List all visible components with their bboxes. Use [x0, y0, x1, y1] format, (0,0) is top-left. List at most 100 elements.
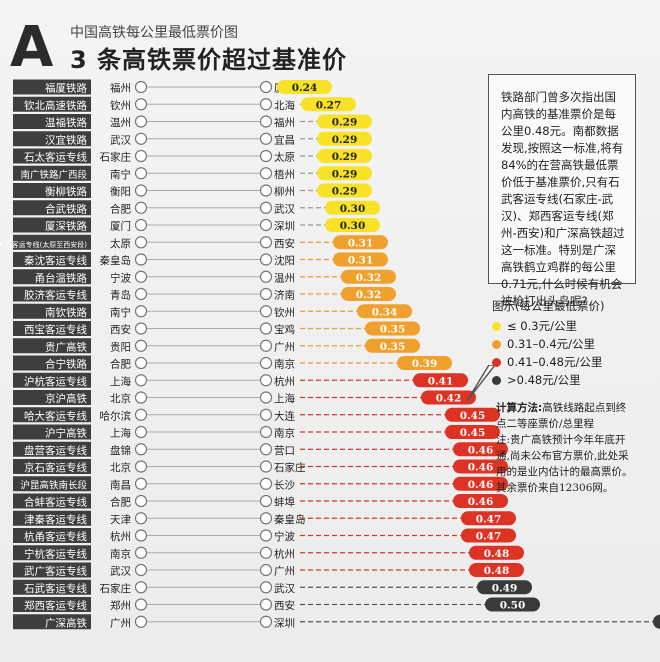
value-label: 0.48: [484, 548, 510, 560]
from-city-label: 贵阳: [110, 340, 131, 353]
value-label: 0.29: [332, 151, 358, 163]
to-city-label: 钦州: [274, 307, 295, 319]
to-city-label: 杭州: [274, 375, 295, 388]
value-label: 0.31: [348, 237, 374, 249]
to-city-label: 西安: [274, 599, 295, 612]
note-pointer: [467, 365, 496, 402]
line-name-box: [13, 183, 91, 198]
from-station-dot: [134, 184, 148, 197]
chart-title: 3 条高铁票价超过基准价: [70, 46, 348, 74]
value-bar: [453, 476, 508, 491]
value-bar: [469, 563, 524, 577]
line-name-label: 沪杭客运专线: [24, 375, 87, 388]
value-label: 0.39: [412, 358, 438, 370]
from-city-label: 天津: [110, 514, 131, 526]
to-city-label: 梧州: [274, 168, 295, 181]
to-city-label: 宜昌: [274, 133, 295, 146]
from-station-dot: [134, 477, 148, 490]
value-bar: [365, 321, 420, 336]
line-name-box: [13, 131, 91, 147]
line-name-box: [13, 459, 91, 474]
to-city-label: 太原: [274, 151, 295, 164]
to-station-dot: [259, 80, 273, 94]
line-name-label: 京沪高铁: [45, 392, 87, 405]
line-name-box: [13, 286, 91, 302]
to-city-label: 蚌埠: [274, 496, 295, 509]
line-name-label: 衡柳铁路: [45, 185, 87, 198]
from-city-label: 盘锦: [110, 444, 131, 457]
from-station-dot: [134, 391, 148, 404]
value-bar: [397, 356, 452, 370]
value-label: 0.42: [436, 393, 462, 405]
to-city-label: 营口: [274, 444, 295, 457]
value-label: 0.34: [372, 306, 398, 318]
from-city-label: 南昌: [110, 478, 131, 491]
to-city-label: 上海: [274, 392, 295, 405]
to-city-label: 武汉: [274, 202, 295, 215]
from-station-dot: [134, 236, 148, 249]
to-station-dot: [259, 408, 273, 421]
method-note: 计算方法:高铁线路起点到终点二等座票价/总里程 注:贵广高铁预计今年年底开通,尚…: [496, 400, 636, 496]
legend-dot-yellow: [492, 321, 501, 331]
to-city-label: 南京: [274, 358, 295, 371]
to-station-dot: [259, 546, 273, 559]
method-text: 高铁线路起点到终点二等座票价/总里程: [496, 402, 627, 430]
value-label: 0.49: [492, 582, 518, 594]
from-station-dot: [134, 132, 148, 145]
value-bar: [357, 304, 412, 319]
to-station-dot: [259, 167, 273, 180]
to-city-label: 北海: [274, 99, 295, 112]
to-station-dot: [259, 443, 273, 456]
from-city-label: 温州: [110, 117, 131, 129]
from-station-dot: [134, 98, 148, 111]
from-station-dot: [134, 339, 148, 352]
value-bar: [653, 614, 660, 629]
from-city-label: 合肥: [110, 496, 131, 509]
from-station-dot: [134, 322, 148, 335]
line-name-label: 石太客运专线: [24, 151, 87, 164]
line-name-label: 石武客运专线: [24, 582, 87, 595]
line-name-label: 钦北高速铁路: [24, 99, 87, 112]
value-label: 0.35: [380, 341, 406, 353]
value-label: 0.35: [380, 324, 406, 336]
line-name-label: 哈大客运专线: [24, 409, 87, 422]
line-name-label: 秦沈客运专线: [24, 254, 87, 267]
value-bar: [333, 252, 388, 267]
legend-item: ≤ 0.3元/公里: [492, 317, 632, 335]
line-name-box: [13, 303, 91, 319]
value-label: 0.47: [476, 531, 502, 543]
value-label: 0.24: [292, 82, 318, 94]
line-name-label: 厦深铁路: [45, 220, 87, 233]
line-name-box: [13, 372, 91, 388]
line-name-label: 盘营客运专线: [24, 444, 87, 457]
to-station-dot: [259, 425, 273, 439]
value-bar: [317, 131, 372, 146]
value-label: 0.29: [332, 168, 358, 180]
value-bar: [325, 200, 380, 215]
to-station-dot: [259, 115, 273, 128]
line-name-label: 广深高铁: [45, 616, 87, 629]
line-name-label: 合宁铁路: [45, 358, 87, 371]
from-station-dot: [134, 581, 148, 594]
from-station-dot: [134, 443, 148, 456]
value-bar: [341, 269, 396, 284]
from-city-label: 南宁: [110, 306, 131, 319]
from-city-label: 厦门: [110, 220, 131, 233]
value-bar: [461, 511, 516, 526]
line-name-box: [13, 217, 91, 233]
to-city-label: 武汉: [274, 582, 295, 595]
from-city-label: 钦州: [110, 100, 131, 112]
line-name-box: [13, 114, 91, 129]
from-station-dot: [134, 115, 148, 128]
line-name-label: 胶济客运专线: [24, 289, 87, 302]
from-city-label: 哈尔滨: [100, 409, 132, 422]
line-name-label: 京石客运专线: [24, 461, 87, 474]
line-name-box: [13, 476, 91, 492]
to-city-label: 深圳: [274, 221, 295, 233]
to-city-label: 济南: [274, 289, 295, 302]
value-label: 0.46: [468, 462, 494, 474]
to-city-label: 南京: [274, 427, 295, 440]
from-station-dot: [134, 460, 148, 473]
to-city-label: 广州: [274, 566, 295, 578]
method-note-text: 贵广高铁预计今年年底开通,尚未公布官方票价,此处采用的是业内估计的最高票价。其余…: [496, 434, 633, 494]
